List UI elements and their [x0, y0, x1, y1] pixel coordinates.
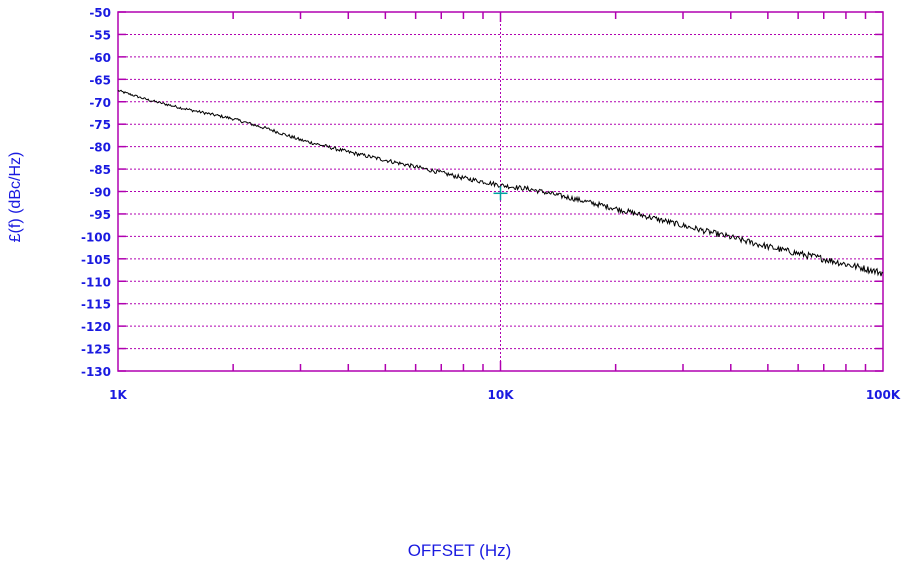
y-tick-label: -110 — [81, 275, 111, 289]
axis-ticks — [118, 11, 883, 372]
y-tick-label: -55 — [89, 28, 111, 42]
y-tick-label: -90 — [89, 186, 111, 200]
y-tick-label: -115 — [81, 298, 111, 312]
y-tick-label: -120 — [81, 320, 111, 334]
marker-layer — [493, 186, 508, 201]
x-tick-label: 10K — [488, 388, 515, 402]
y-tick-label: -75 — [89, 118, 111, 132]
y-axis-title: £(f) (dBc/Hz) — [7, 151, 24, 243]
y-tick-label: -70 — [89, 96, 111, 110]
y-tick-label: -80 — [89, 141, 111, 155]
y-tick-label: -100 — [81, 230, 111, 244]
x-tick-label: 100K — [866, 388, 901, 402]
y-tick-label: -65 — [89, 73, 111, 87]
y-tick-label: -60 — [89, 51, 111, 65]
x-tick-label: 1K — [109, 388, 127, 402]
grid-lines — [118, 12, 883, 371]
y-tick-label: -125 — [81, 343, 111, 357]
x-axis-title: OFFSET (Hz) — [407, 541, 512, 560]
y-tick-label: -130 — [81, 365, 111, 379]
y-tick-labels: -50 -55 -60 -65 -70 -75 -80 -85 -90 -95 -100 -105 -1… — [81, 6, 111, 379]
y-tick-label: -85 — [89, 163, 111, 177]
y-tick-label: -50 — [89, 6, 111, 20]
y-tick-label: -95 — [89, 208, 111, 222]
y-tick-label: -105 — [81, 253, 111, 267]
x-tick-labels: 1K 10K 100K — [109, 388, 901, 402]
